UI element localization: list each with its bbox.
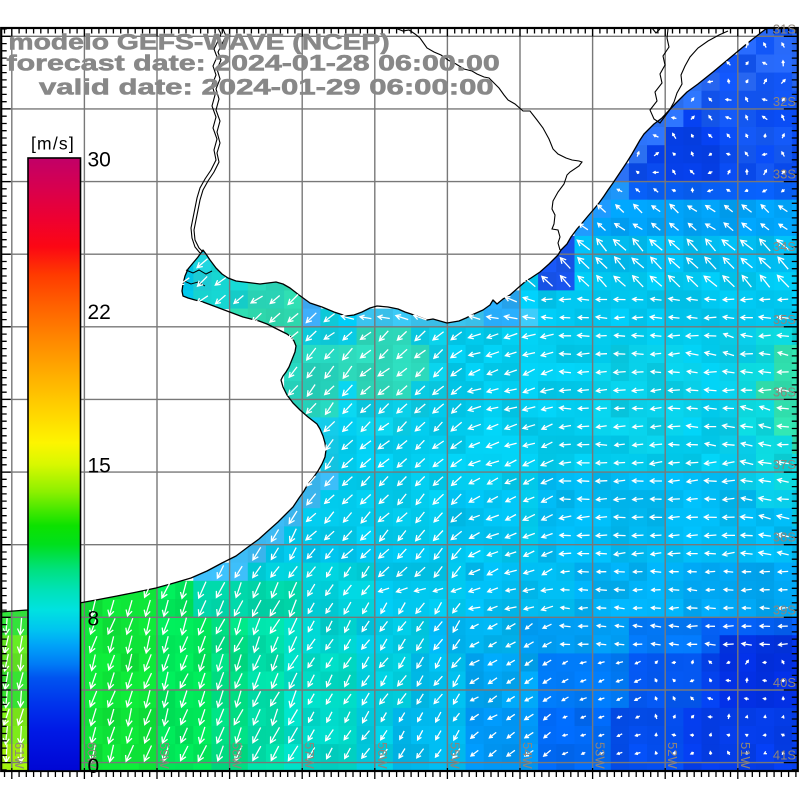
svg-text:36S: 36S bbox=[773, 384, 796, 399]
svg-text:57W: 57W bbox=[302, 742, 317, 769]
svg-text:15: 15 bbox=[88, 454, 111, 477]
svg-text:61W: 61W bbox=[12, 742, 27, 769]
svg-text:forecast date: 2024-01-28 06:0: forecast date: 2024-01-28 06:00:00 bbox=[6, 50, 499, 75]
svg-text:modelo GEFS-WAVE (NCEP): modelo GEFS-WAVE (NCEP) bbox=[8, 30, 389, 55]
svg-text:31S: 31S bbox=[773, 21, 796, 36]
svg-text:22: 22 bbox=[88, 301, 111, 324]
svg-text:34S: 34S bbox=[773, 239, 796, 254]
svg-text:32S: 32S bbox=[773, 94, 796, 109]
svg-text:54W: 54W bbox=[520, 742, 535, 769]
svg-text:39S: 39S bbox=[773, 602, 796, 617]
svg-text:valid date: 2024-01-29 06:00:0: valid date: 2024-01-29 06:00:00 bbox=[39, 74, 494, 100]
svg-text:59W: 59W bbox=[157, 742, 172, 769]
svg-text:[m/s]: [m/s] bbox=[31, 134, 75, 154]
svg-text:58W: 58W bbox=[230, 742, 245, 769]
svg-text:33S: 33S bbox=[773, 167, 796, 182]
svg-text:40S: 40S bbox=[773, 675, 796, 690]
svg-text:52W: 52W bbox=[665, 742, 680, 769]
svg-text:37S: 37S bbox=[773, 457, 796, 472]
svg-text:0: 0 bbox=[88, 755, 100, 778]
svg-text:38S: 38S bbox=[773, 530, 796, 545]
svg-text:41S: 41S bbox=[773, 748, 796, 763]
svg-text:51W: 51W bbox=[738, 742, 753, 769]
svg-text:55W: 55W bbox=[447, 742, 462, 769]
svg-text:30: 30 bbox=[88, 149, 111, 172]
svg-text:53W: 53W bbox=[593, 742, 608, 769]
svg-text:60W: 60W bbox=[84, 742, 99, 769]
svg-text:56W: 56W bbox=[375, 742, 390, 769]
svg-text:8: 8 bbox=[88, 608, 100, 631]
svg-text:35S: 35S bbox=[773, 312, 796, 327]
